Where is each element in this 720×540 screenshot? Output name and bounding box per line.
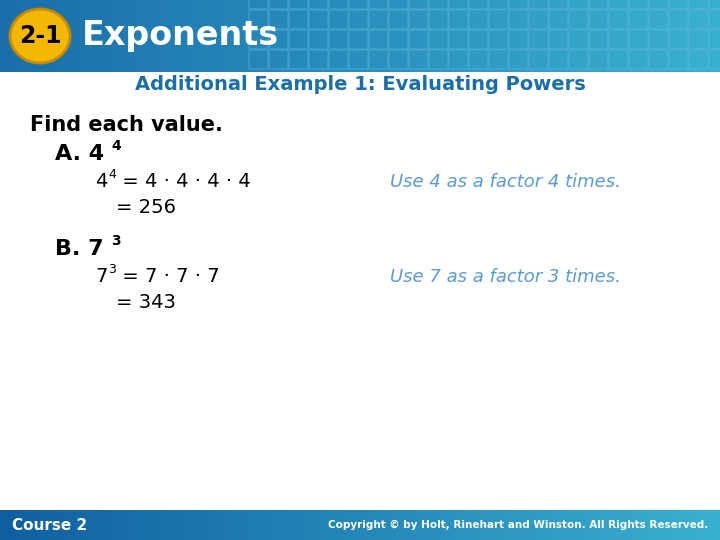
Text: 3: 3: [108, 263, 116, 276]
Text: = 256: = 256: [116, 198, 176, 217]
Text: 4: 4: [111, 139, 121, 153]
Text: 2-1: 2-1: [19, 24, 61, 48]
Text: = 343: = 343: [116, 293, 176, 312]
Text: Use 4 as a factor 4 times.: Use 4 as a factor 4 times.: [390, 173, 621, 191]
Text: Find each value.: Find each value.: [30, 115, 223, 135]
Text: Course 2: Course 2: [12, 517, 87, 532]
Text: A. 4: A. 4: [55, 144, 104, 164]
Text: 7: 7: [95, 267, 107, 286]
Text: 4: 4: [95, 172, 107, 191]
Text: Copyright © by Holt, Rinehart and Winston. All Rights Reserved.: Copyright © by Holt, Rinehart and Winsto…: [328, 520, 708, 530]
Text: Additional Example 1: Evaluating Powers: Additional Example 1: Evaluating Powers: [135, 76, 585, 94]
Text: Exponents: Exponents: [82, 19, 279, 52]
Text: 3: 3: [111, 234, 121, 248]
Text: B. 7: B. 7: [55, 239, 104, 259]
Ellipse shape: [10, 9, 70, 63]
Text: = 7 · 7 · 7: = 7 · 7 · 7: [116, 267, 220, 286]
Text: = 4 · 4 · 4 · 4: = 4 · 4 · 4 · 4: [116, 172, 251, 191]
Text: Use 7 as a factor 3 times.: Use 7 as a factor 3 times.: [390, 268, 621, 286]
Text: 4: 4: [108, 168, 116, 181]
